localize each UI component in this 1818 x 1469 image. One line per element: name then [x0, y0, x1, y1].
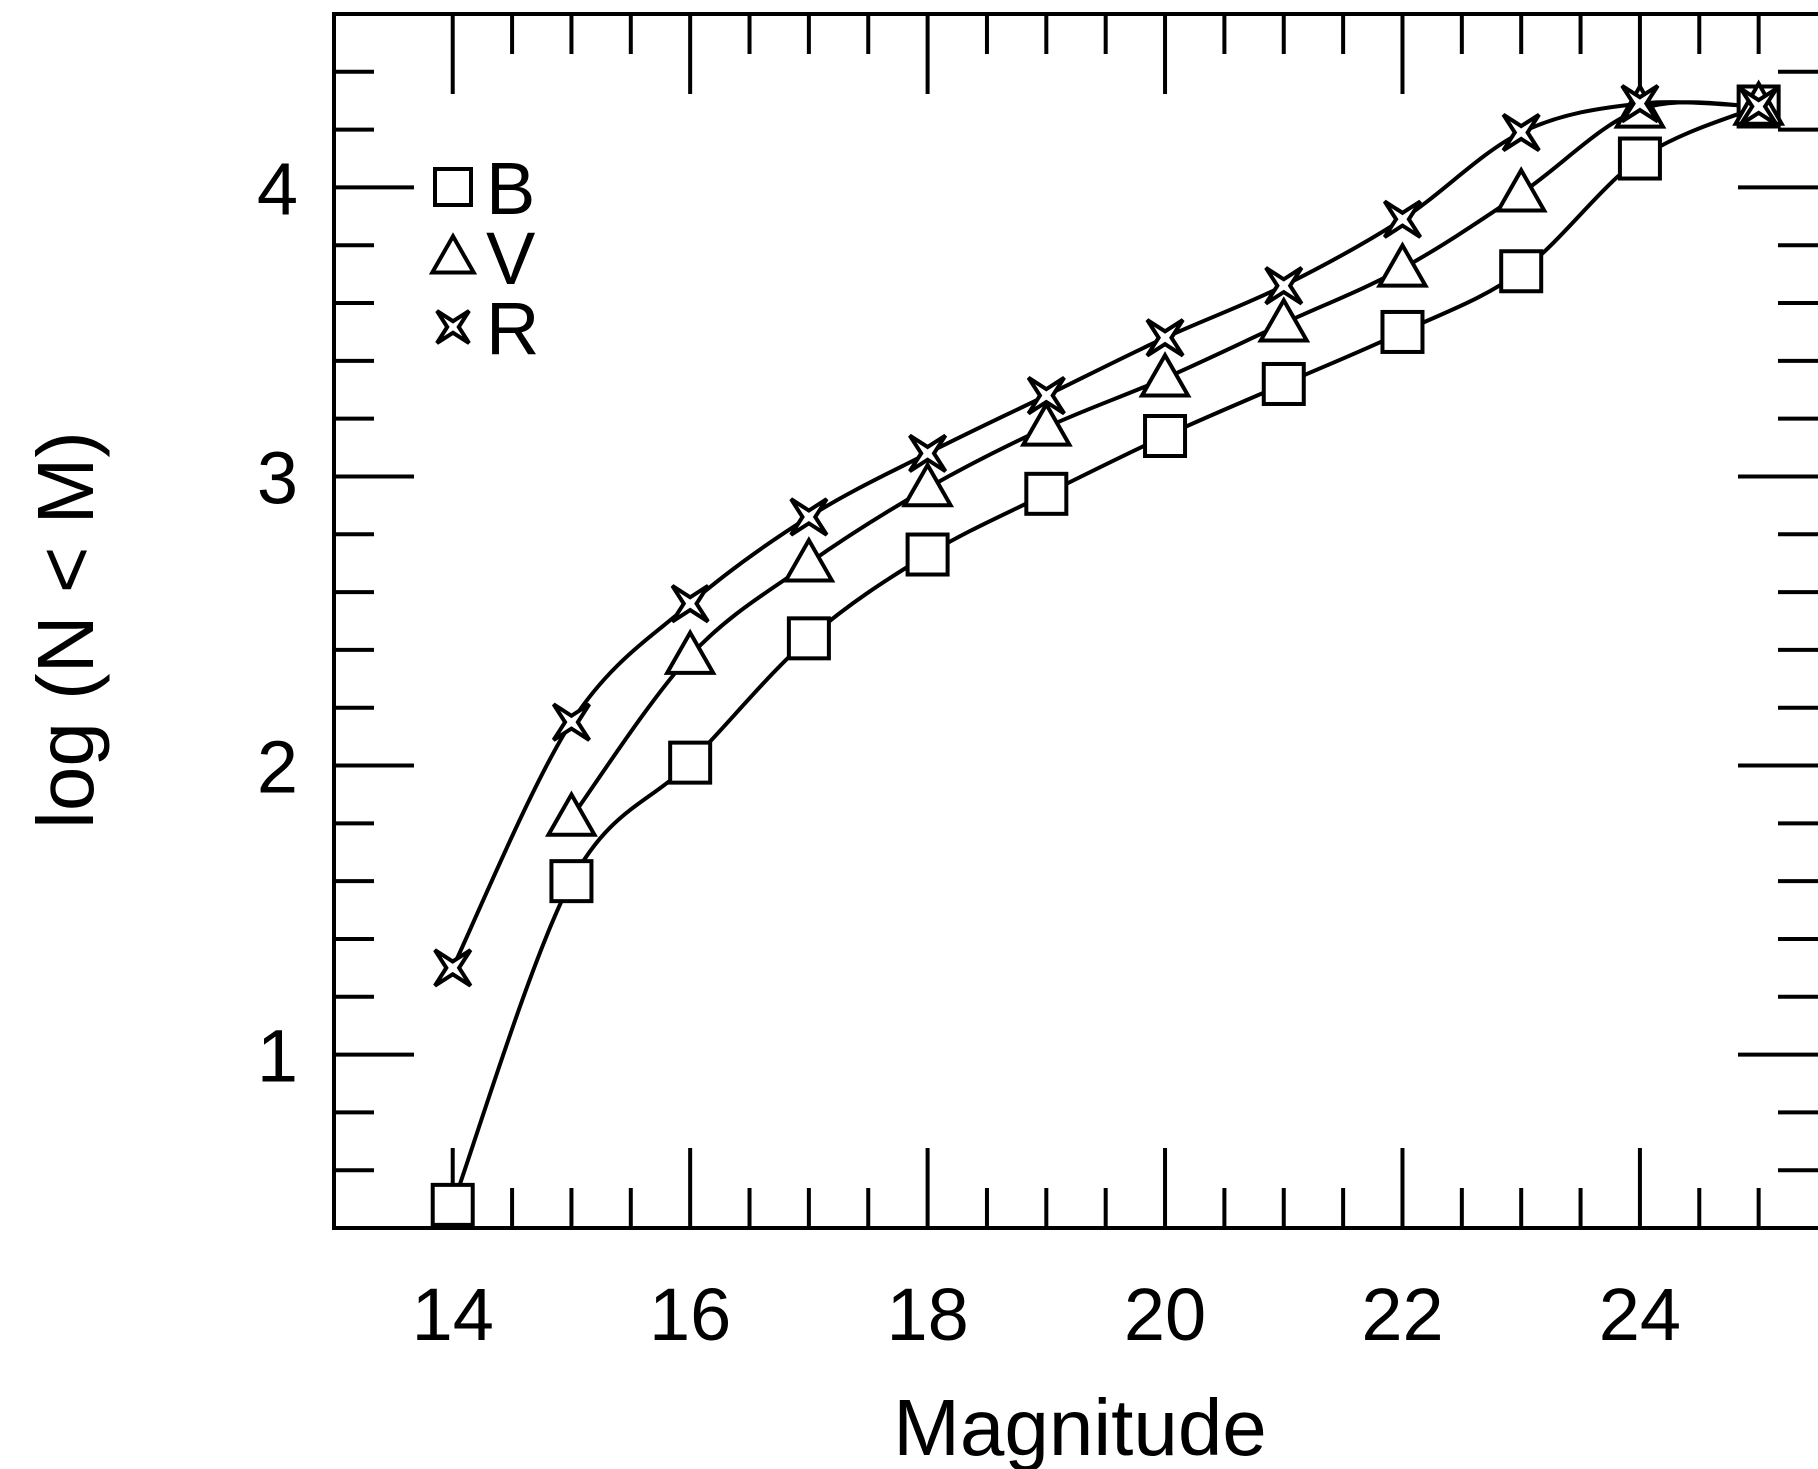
marker-v [1376, 241, 1429, 288]
marker-b [549, 859, 594, 904]
legend-marker-b [433, 167, 473, 207]
marker-b [905, 532, 950, 577]
legend-label-r: R [486, 287, 539, 370]
legend-label-v: V [486, 217, 536, 300]
marker-r [670, 584, 710, 624]
x-tick-label: 20 [1124, 1273, 1206, 1356]
marker-v [1138, 351, 1192, 398]
marker-r [789, 497, 829, 537]
x-tick-label: 16 [649, 1273, 731, 1356]
axis-ticks [334, 14, 1818, 1228]
series-line-b [450, 104, 1760, 1206]
marker-b [1261, 361, 1306, 406]
plot-frame [332, 12, 1818, 1230]
marker-v [663, 628, 717, 675]
x-tick-label: 18 [886, 1273, 968, 1356]
y-tick-label: 1 [257, 1015, 298, 1098]
marker-v [1257, 296, 1311, 343]
marker-r [1026, 376, 1066, 416]
x-tick-label: 14 [412, 1273, 494, 1356]
marker-r [433, 948, 473, 988]
marker-r [1264, 266, 1304, 306]
marker-b [1143, 414, 1188, 459]
y-tick-label: 4 [257, 147, 298, 230]
marker-v [544, 790, 598, 837]
marker-v [901, 461, 955, 508]
marker-b [1380, 309, 1425, 354]
marker-r [1382, 199, 1423, 239]
marker-b [1499, 249, 1544, 294]
marker-r [908, 433, 948, 473]
marker-b [430, 1182, 475, 1227]
legend-marker-r [435, 309, 471, 345]
marker-b [1024, 471, 1069, 516]
series-line-v [569, 100, 1759, 819]
y-tick-label: 3 [257, 436, 298, 519]
marker-v [1019, 400, 1073, 447]
marker-r [1620, 84, 1660, 124]
legend-marker-v [428, 232, 478, 275]
series-markers [430, 79, 1786, 1227]
tick-labels: 14 16 18 20 22 24 1 2 3 4 [257, 147, 1681, 1356]
marker-r [1145, 318, 1185, 358]
series-lines [450, 100, 1760, 1206]
marker-r [1501, 112, 1541, 153]
x-axis-title: Magnitude [893, 1383, 1267, 1469]
marker-b [786, 616, 831, 661]
legend-label-b: B [486, 147, 535, 230]
marker-r [551, 702, 591, 742]
marker-b [1617, 136, 1662, 181]
marker-v [782, 536, 836, 583]
legend: BVR [428, 147, 539, 370]
marker-b [668, 740, 713, 785]
marker-v [1494, 166, 1548, 213]
y-tick-label: 2 [257, 726, 298, 809]
x-tick-label: 22 [1361, 1273, 1443, 1356]
marker-r [1739, 86, 1779, 127]
x-tick-label: 24 [1599, 1273, 1681, 1356]
y-axis-title: log (N < M) [21, 431, 110, 829]
